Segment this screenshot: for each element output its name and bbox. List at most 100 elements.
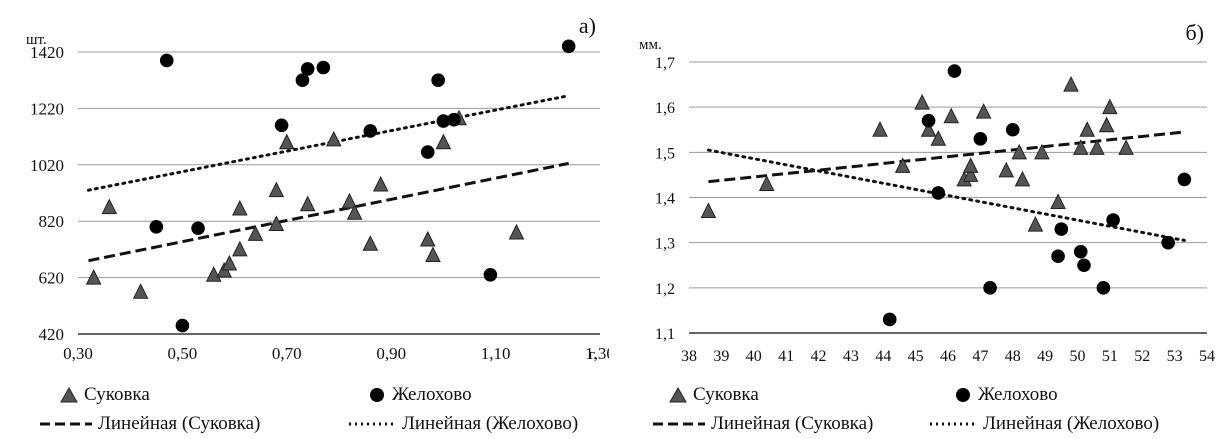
x-tick-label: 51: [1102, 348, 1118, 365]
panel-label: б): [1185, 20, 1204, 45]
chart-a-plot: 420 620 820 1020 1220 1420 0,30 0,50 0,70 0,90 1,1…: [26, 13, 615, 363]
data-point-triangle: [341, 192, 358, 209]
triangle-marker-icon: [60, 387, 78, 403]
data-point-circle: [274, 118, 289, 133]
legend-label-sukovka: Суковка: [693, 384, 759, 405]
data-point-triangle: [872, 121, 888, 137]
data-point-triangle: [1027, 215, 1044, 232]
data-point-circle: [300, 62, 315, 76]
x-tick-label: 47: [972, 348, 988, 365]
data-point-triangle: [247, 225, 264, 241]
data-point-triangle: [268, 215, 285, 232]
y-tick-label: 420: [39, 325, 65, 344]
chart-b-plot: 1,1 1,2 1,3 1,4 1,5 1,6 1,7 38 39 40 41 42 43 44 45 46 4…: [639, 20, 1215, 391]
legend-item-trend-zhelokhovo: Линейная (Желохово): [929, 411, 1159, 437]
x-tick-label: 0,90: [376, 344, 406, 363]
dashed-line-icon: [40, 422, 92, 426]
data-point-circle: [149, 220, 164, 234]
x-tick-label: 48: [1005, 348, 1021, 365]
x-tick-label: 49: [1037, 348, 1053, 365]
legend-item-trend-sukovka: Линейная (Суковка): [40, 411, 260, 437]
y-tick-label: 1,1: [655, 326, 675, 343]
data-point-triangle: [1102, 98, 1118, 115]
data-point-triangle: [85, 268, 102, 285]
x-tick-label: 1,10: [481, 344, 511, 363]
data-point-triangle: [930, 130, 947, 146]
x-tick-label: 43: [843, 348, 859, 365]
x-tick-label: 44: [875, 348, 891, 365]
data-point-triangle: [132, 283, 149, 299]
data-point-triangle: [998, 161, 1015, 178]
legend-label-zhelokhovo: Желохово: [978, 384, 1058, 405]
data-point-circle: [1177, 172, 1192, 187]
y-tick-label: 1220: [30, 99, 64, 118]
data-point-triangle: [346, 204, 363, 220]
data-point-circle: [1161, 235, 1175, 250]
data-point-circle: [1073, 244, 1088, 259]
x-tick-label: 39: [713, 348, 729, 365]
data-point-triangle: [435, 133, 452, 150]
legend-label-trend-sukovka: Линейная (Суковка): [98, 413, 261, 434]
data-point-triangle: [894, 157, 911, 173]
y-tick-label: 1,3: [655, 236, 675, 253]
y-axis-unit: мм.: [639, 37, 662, 53]
x-tick-label: 52: [1134, 348, 1150, 365]
x-tick-label: 42: [811, 348, 827, 365]
data-point-circle: [973, 131, 988, 146]
data-point-triangle: [920, 121, 937, 137]
data-point-circle: [191, 221, 205, 236]
data-point-triangle: [1072, 139, 1089, 155]
y-tick-label: 1,4: [655, 191, 675, 208]
data-point-triangle: [232, 199, 248, 216]
data-point-circle: [295, 73, 310, 87]
data-point-circle: [1096, 281, 1111, 295]
data-point-triangle: [975, 103, 992, 119]
y-tick-label: 620: [39, 269, 65, 288]
data-point-circle: [1051, 249, 1065, 264]
data-point-triangle: [1079, 121, 1096, 137]
data-point-triangle: [962, 166, 979, 182]
legend-item-trend-zhelokhovo: Линейная (Желохово): [348, 411, 578, 437]
data-point-triangle: [362, 235, 379, 251]
data-point-triangle: [221, 254, 238, 271]
chart-panel-b: 1,1 1,2 1,3 1,4 1,5 1,6 1,7 38 39 40 41 42 43 44 45 46 4…: [609, 0, 1218, 439]
y-tick-label: 820: [39, 212, 65, 231]
data-point-triangle: [372, 175, 389, 192]
y-tick-label: 1420: [30, 43, 64, 62]
trendline-dashed: [88, 161, 569, 263]
y-tick-label: 1,6: [655, 100, 675, 117]
data-point-triangle: [758, 175, 775, 191]
circle-marker-icon: [370, 388, 384, 402]
data-point-triangle: [962, 157, 979, 173]
dotted-line-icon: [349, 422, 396, 426]
data-point-circle: [447, 112, 461, 127]
x-tick-label: 0,30: [63, 344, 93, 363]
data-point-triangle: [1014, 170, 1031, 187]
data-point-circle: [483, 267, 498, 282]
y-tick-label: 1,7: [655, 55, 675, 72]
dashed-line-icon: [653, 422, 705, 426]
x-tick-label: 53: [1167, 348, 1183, 365]
data-point-circle: [882, 312, 897, 327]
data-point-triangle: [325, 130, 342, 147]
legend-label-sukovka: Суковка: [84, 384, 150, 405]
y-axis-unit: шт.: [26, 32, 47, 48]
legend-label-trend-zhelokhovo: Линейная (Желохово): [402, 413, 579, 434]
data-point-circle: [1005, 122, 1020, 137]
y-tick-label: 1,2: [655, 281, 675, 298]
chart-b-legend: Суковка Желохово Линейная (Суковка) Лине…: [609, 380, 1218, 439]
legend-item-trend-sukovka: Линейная (Суковка): [653, 411, 873, 437]
data-point-circle: [947, 64, 962, 78]
chart-a-legend: Суковка Желохово Линейная (Суковка) Лине…: [0, 380, 609, 439]
data-point-triangle: [943, 107, 960, 124]
data-point-triangle: [700, 202, 717, 219]
data-point-triangle: [1089, 139, 1105, 155]
triangle-marker-icon: [669, 387, 687, 403]
data-point-circle: [431, 73, 445, 87]
data-point-triangle: [205, 266, 222, 282]
data-point-triangle: [1118, 139, 1134, 155]
data-point-triangle: [1063, 75, 1079, 92]
circle-marker-icon: [956, 388, 970, 402]
x-tick-label: 46: [940, 348, 956, 365]
x-axis-unit: г.: [589, 347, 597, 363]
